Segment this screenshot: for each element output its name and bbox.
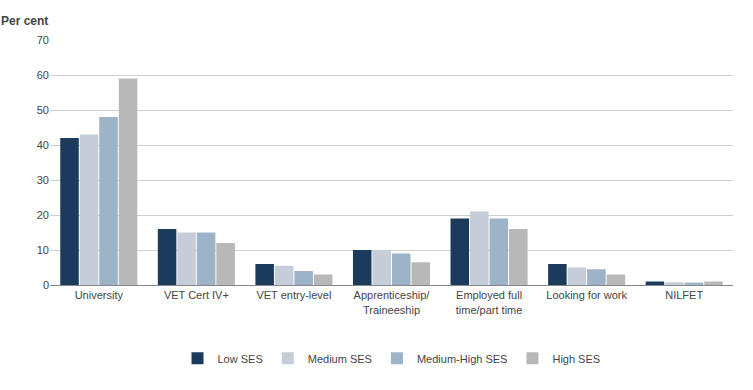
- svg-text:Looking for work: Looking for work: [546, 289, 627, 301]
- svg-text:VET Cert IV+: VET Cert IV+: [164, 289, 229, 301]
- svg-text:Employed fulltime/part time: Employed fulltime/part time: [456, 289, 523, 315]
- svg-text:70: 70: [37, 34, 49, 46]
- svg-text:Medium-High SES: Medium-High SES: [417, 353, 507, 365]
- svg-text:30: 30: [37, 174, 49, 186]
- svg-text:NILFET: NILFET: [665, 289, 703, 301]
- svg-text:VET entry-level: VET entry-level: [256, 289, 331, 301]
- svg-text:Low SES: Low SES: [218, 353, 263, 365]
- svg-text:50: 50: [37, 104, 49, 116]
- svg-text:High SES: High SES: [552, 353, 600, 365]
- svg-text:20: 20: [37, 209, 49, 221]
- svg-text:Apprenticeship/Traineeship: Apprenticeship/Traineeship: [354, 289, 431, 315]
- svg-text:Per cent: Per cent: [1, 14, 48, 28]
- svg-text:University: University: [75, 289, 124, 301]
- svg-text:0: 0: [43, 279, 49, 291]
- svg-text:60: 60: [37, 69, 49, 81]
- svg-text:Medium SES: Medium SES: [308, 353, 372, 365]
- svg-text:40: 40: [37, 139, 49, 151]
- svg-text:10: 10: [37, 244, 49, 256]
